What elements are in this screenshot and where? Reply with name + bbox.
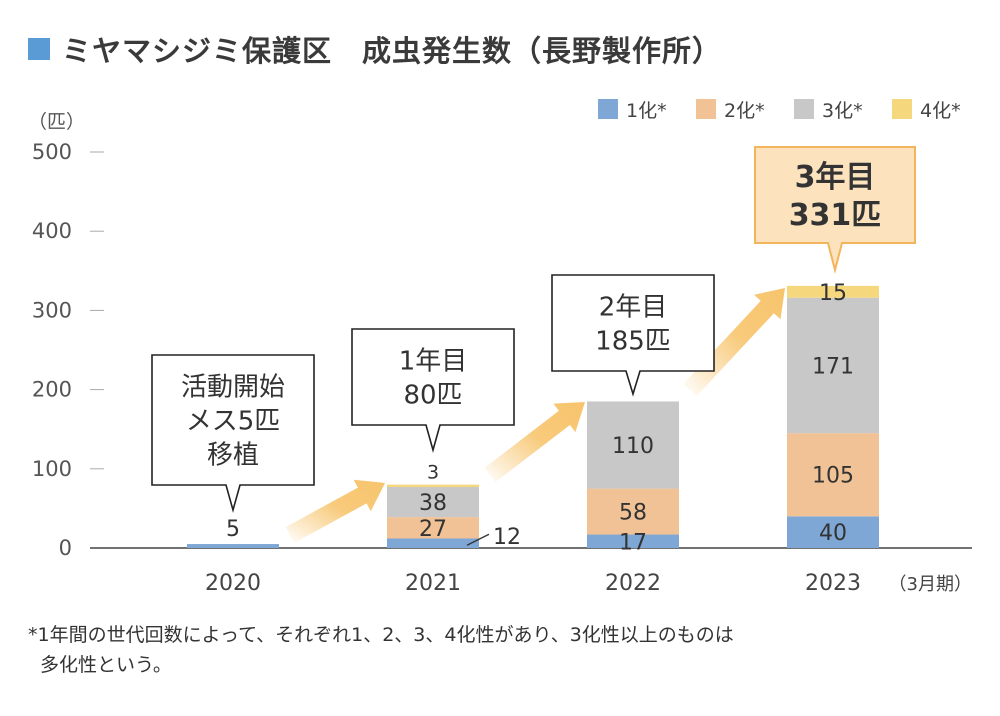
callout-text: 1年目 bbox=[399, 346, 468, 376]
callout-box bbox=[551, 274, 715, 397]
footnote: *1年間の世代回数によって、それぞれ1、2、3、4化性があり、3化性以上のものは… bbox=[28, 620, 734, 680]
callout-text: 移植 bbox=[207, 440, 259, 470]
chart-title-text: ミヤマシジミ保護区 成虫発生数（長野製作所） bbox=[62, 34, 723, 68]
bar-segment bbox=[787, 297, 879, 434]
y-tick-label: 500 bbox=[32, 140, 72, 164]
bar-segment bbox=[787, 433, 879, 517]
data-label: 38 bbox=[419, 491, 447, 516]
bar-segment bbox=[387, 484, 479, 488]
bar-segment bbox=[387, 538, 479, 548]
legend-swatch bbox=[892, 99, 912, 119]
callout-box bbox=[151, 354, 315, 513]
callout-text: 活動開始 bbox=[181, 372, 285, 402]
data-label: 171 bbox=[812, 354, 854, 379]
data-label: 27 bbox=[419, 517, 447, 542]
bar-segment bbox=[787, 516, 879, 548]
callout-text: 2年目 bbox=[599, 292, 668, 322]
callout-text: 3年目 bbox=[795, 160, 876, 195]
chart-svg: （匹） 0 100 200 300 400 500 2020 2021 2022 2023 （3月期）… bbox=[28, 99, 972, 596]
growth-arrow bbox=[285, 479, 385, 543]
bar-segment bbox=[387, 487, 479, 518]
data-label: 40 bbox=[819, 521, 847, 546]
data-label: 15 bbox=[819, 281, 847, 306]
callout-box bbox=[351, 328, 515, 453]
callout-text: 185匹 bbox=[595, 326, 671, 356]
y-tick-label: 400 bbox=[32, 219, 72, 243]
y-tick-label: 300 bbox=[32, 298, 72, 322]
x-tick-label: 2021 bbox=[405, 571, 461, 596]
x-tick-label: 2022 bbox=[605, 571, 661, 596]
legend-swatch bbox=[598, 99, 618, 119]
y-tick-label: 200 bbox=[32, 378, 72, 402]
chart-title: ミヤマシジミ保護区 成虫発生数（長野製作所） bbox=[28, 28, 722, 70]
footnote-line-1: *1年間の世代回数によって、それぞれ1、2、3、4化性があり、3化性以上のものは bbox=[28, 624, 734, 646]
data-label: 105 bbox=[812, 464, 854, 489]
x-unit-note: （3月期） bbox=[889, 574, 972, 595]
data-label: 110 bbox=[612, 434, 654, 459]
y-tick-label: 100 bbox=[32, 457, 72, 481]
total-label: 5 bbox=[226, 517, 240, 542]
data-label: 17 bbox=[619, 530, 647, 555]
legend-label: 4化* bbox=[920, 100, 961, 122]
bar-segment bbox=[587, 488, 679, 535]
bar-segment bbox=[787, 285, 879, 298]
x-tick-label: 2023 bbox=[805, 571, 861, 596]
growth-arrow bbox=[484, 402, 585, 483]
legend-label: 3化* bbox=[822, 100, 863, 122]
x-tick-label: 2020 bbox=[205, 571, 261, 596]
bar-segment bbox=[387, 517, 479, 539]
data-label: 58 bbox=[619, 501, 647, 526]
title-square-icon bbox=[28, 38, 50, 60]
callout-text: メス5匹 bbox=[186, 406, 281, 436]
leader-line bbox=[466, 533, 490, 546]
legend-label: 1化* bbox=[626, 100, 667, 122]
footnote-line-2: 多化性という。 bbox=[40, 654, 172, 676]
bar-segment bbox=[587, 534, 679, 548]
callout-box bbox=[754, 146, 916, 274]
callout-text: 80匹 bbox=[403, 380, 462, 410]
callout-text: 331匹 bbox=[789, 198, 882, 233]
bar-segment bbox=[187, 544, 279, 548]
bar-segment bbox=[587, 401, 679, 489]
legend-swatch bbox=[794, 99, 814, 119]
y-tick-label: 0 bbox=[59, 536, 72, 560]
y-axis-label: （匹） bbox=[28, 111, 85, 133]
data-label: 12 bbox=[493, 525, 521, 550]
legend-swatch bbox=[696, 99, 716, 119]
data-label: 3 bbox=[427, 462, 439, 484]
legend-label: 2化* bbox=[724, 100, 765, 122]
